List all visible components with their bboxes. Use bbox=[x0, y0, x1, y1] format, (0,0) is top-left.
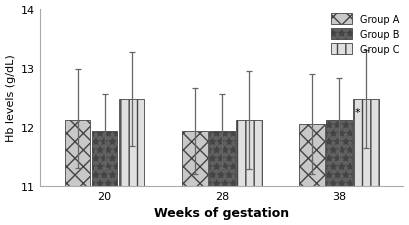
X-axis label: Weeks of gestation: Weeks of gestation bbox=[154, 207, 289, 219]
Bar bbox=[353, 100, 379, 225]
Bar bbox=[299, 124, 325, 225]
Bar bbox=[182, 131, 208, 225]
Bar bbox=[65, 120, 90, 225]
Bar bbox=[119, 100, 144, 225]
Bar bbox=[209, 131, 235, 225]
Legend: Group A, Group B, Group C: Group A, Group B, Group C bbox=[328, 11, 402, 58]
Bar bbox=[326, 120, 352, 225]
Text: *: * bbox=[354, 107, 360, 117]
Y-axis label: Hb levels (g/dL): Hb levels (g/dL) bbox=[6, 54, 16, 142]
Bar bbox=[92, 131, 117, 225]
Bar bbox=[236, 120, 262, 225]
